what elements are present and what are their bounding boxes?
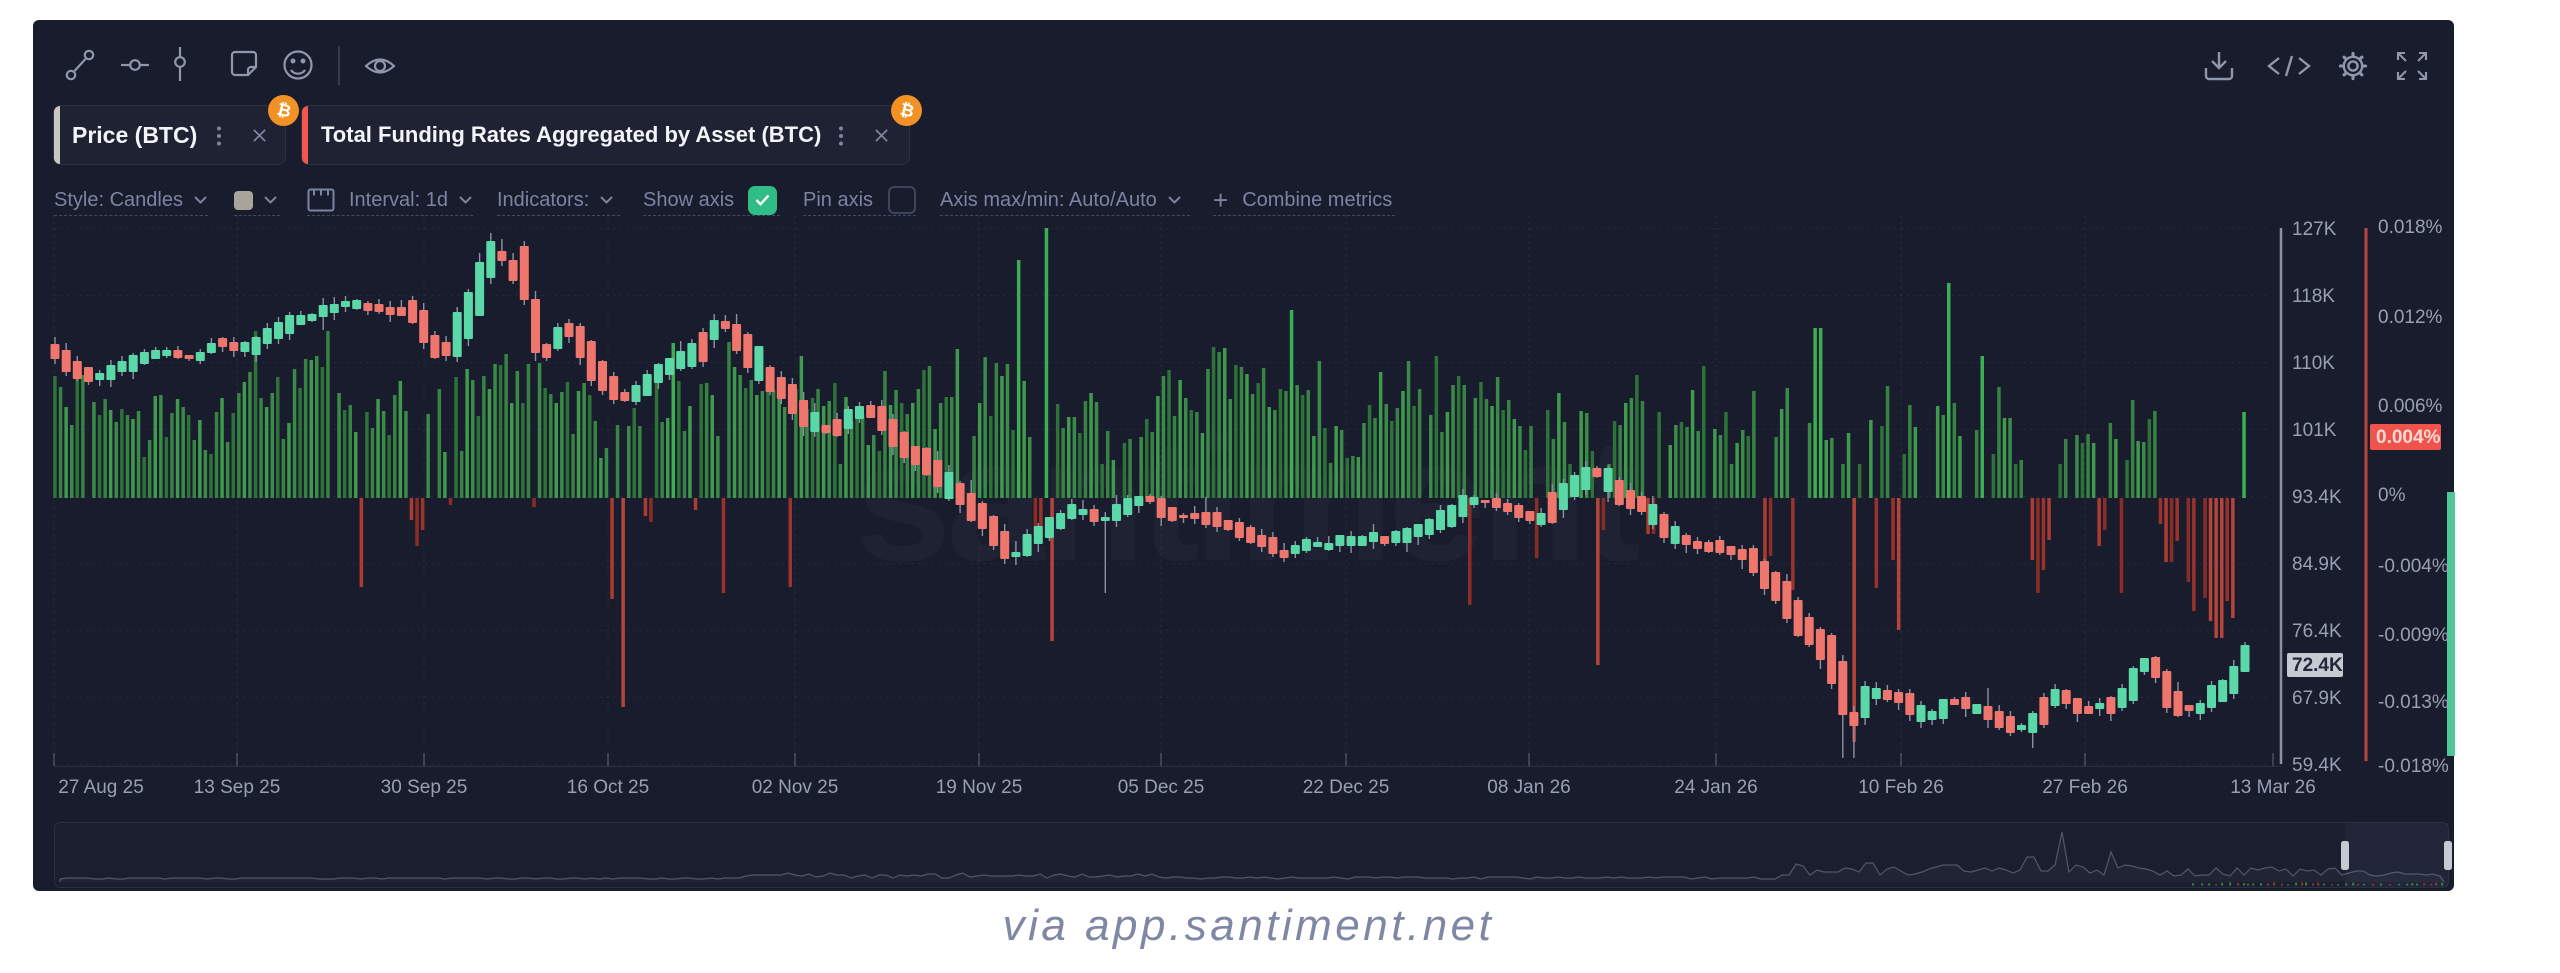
svg-text:101K: 101K — [2292, 420, 2337, 441]
svg-text:-0.009%: -0.009% — [2378, 625, 2449, 646]
svg-text:59.4K: 59.4K — [2292, 755, 2342, 776]
svg-text:67.9K: 67.9K — [2292, 688, 2342, 709]
svg-text:0.018%: 0.018% — [2378, 217, 2443, 238]
svg-text:118K: 118K — [2292, 286, 2335, 307]
svg-text:27 Aug 25: 27 Aug 25 — [58, 777, 144, 798]
svg-text:-0.013%: -0.013% — [2378, 692, 2449, 713]
svg-text:-0.004%: -0.004% — [2378, 556, 2449, 577]
svg-text:-0.018%: -0.018% — [2378, 756, 2449, 777]
svg-text:0.004%: 0.004% — [2376, 427, 2441, 448]
svg-text:19 Nov 25: 19 Nov 25 — [936, 777, 1023, 798]
svg-text:127K: 127K — [2292, 219, 2337, 240]
svg-text:08 Jan 26: 08 Jan 26 — [1487, 777, 1570, 798]
svg-text:93.4K: 93.4K — [2292, 487, 2342, 508]
svg-text:110K: 110K — [2292, 353, 2335, 374]
svg-text:76.4K: 76.4K — [2292, 621, 2342, 642]
svg-text:22 Dec 25: 22 Dec 25 — [1303, 777, 1390, 798]
svg-text:05 Dec 25: 05 Dec 25 — [1118, 777, 1205, 798]
svg-text:16 Oct 25: 16 Oct 25 — [567, 777, 649, 798]
svg-text:72.4K: 72.4K — [2292, 655, 2343, 676]
svg-text:84.9K: 84.9K — [2292, 554, 2342, 575]
svg-text:27 Feb 26: 27 Feb 26 — [2042, 777, 2128, 798]
svg-text:0.012%: 0.012% — [2378, 307, 2443, 328]
svg-text:10 Feb 26: 10 Feb 26 — [1858, 777, 1944, 798]
svg-text:0%: 0% — [2378, 485, 2406, 506]
svg-text:02 Nov 25: 02 Nov 25 — [752, 777, 839, 798]
svg-text:13 Sep 25: 13 Sep 25 — [194, 777, 281, 798]
svg-text:13 Mar 26: 13 Mar 26 — [2230, 777, 2316, 798]
svg-text:0.006%: 0.006% — [2378, 396, 2443, 417]
svg-text:24 Jan 26: 24 Jan 26 — [1674, 777, 1757, 798]
svg-text:30 Sep 25: 30 Sep 25 — [381, 777, 468, 798]
